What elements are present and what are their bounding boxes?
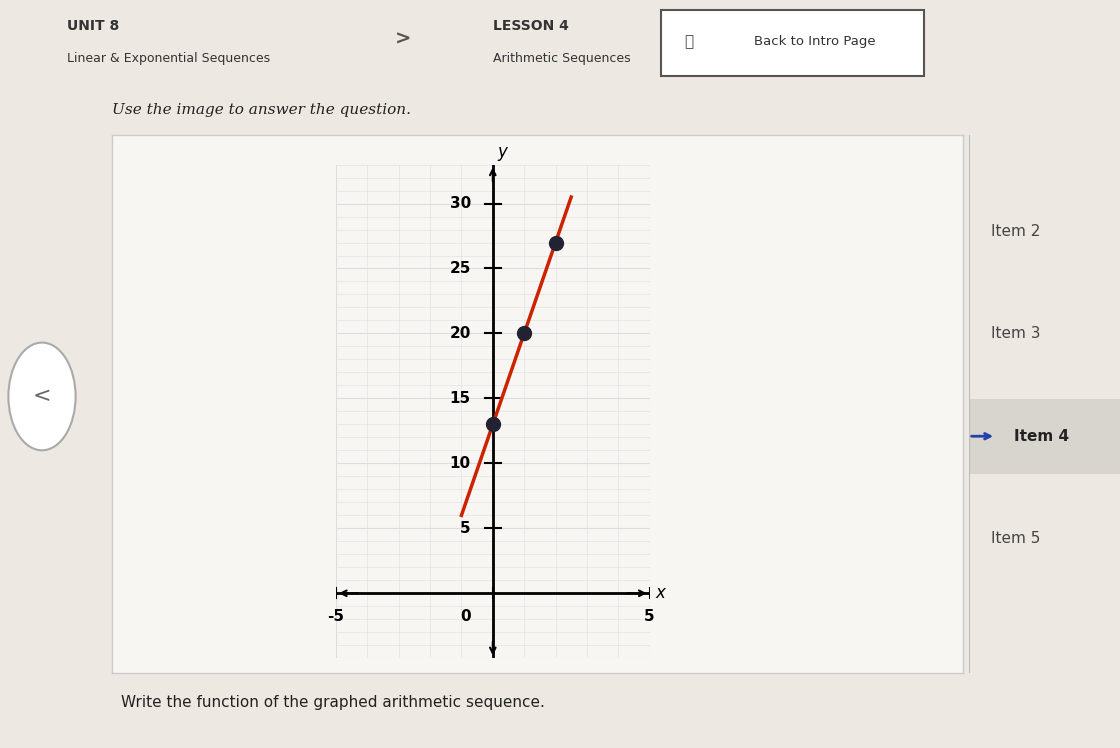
Point (547, 236, 564, 248)
Text: UNIT 8: UNIT 8 (67, 19, 120, 33)
Text: ⎙: ⎙ (684, 34, 693, 49)
Text: 30: 30 (449, 196, 470, 211)
Text: Linear & Exponential Sequences: Linear & Exponential Sequences (67, 52, 270, 64)
Text: 20: 20 (449, 326, 470, 341)
Text: 5: 5 (644, 609, 655, 624)
Text: Back to Intro Page: Back to Intro Page (754, 35, 876, 48)
Text: 15: 15 (450, 391, 470, 406)
Text: 5: 5 (460, 521, 470, 536)
Text: -5: -5 (327, 609, 345, 624)
Text: 0: 0 (460, 609, 470, 624)
Bar (969, 399, 1120, 474)
Circle shape (8, 343, 75, 450)
Text: Item 4: Item 4 (1015, 429, 1070, 444)
Text: LESSON 4: LESSON 4 (493, 19, 569, 33)
Text: Item 2: Item 2 (991, 224, 1040, 239)
Text: 10: 10 (450, 456, 470, 471)
Text: Use the image to answer the question.: Use the image to answer the question. (112, 103, 411, 117)
Text: 25: 25 (449, 261, 470, 276)
Point (515, 328, 533, 340)
Text: y: y (497, 143, 507, 161)
Text: Item 3: Item 3 (991, 326, 1040, 341)
Text: Write the function of the graphed arithmetic sequence.: Write the function of the graphed arithm… (121, 695, 544, 710)
Point (484, 418, 502, 430)
Text: >: > (395, 29, 411, 48)
Text: Item 5: Item 5 (991, 531, 1040, 546)
Text: <: < (32, 387, 52, 406)
Text: Arithmetic Sequences: Arithmetic Sequences (493, 52, 631, 64)
FancyBboxPatch shape (661, 10, 924, 76)
Text: x: x (656, 584, 665, 602)
